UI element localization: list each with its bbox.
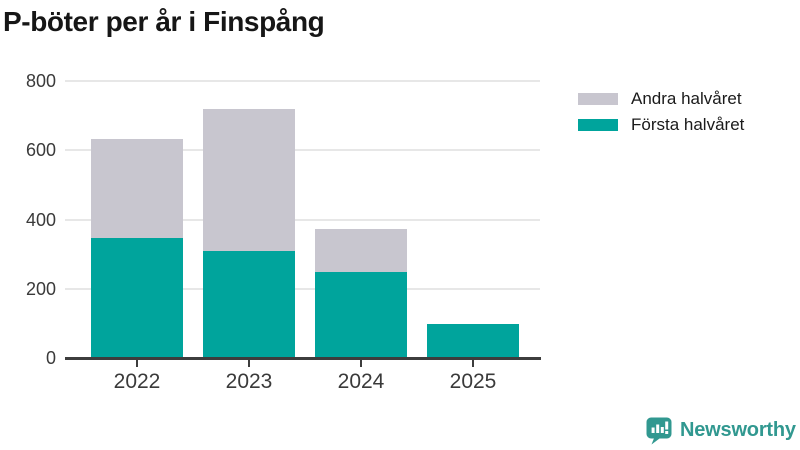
gridline <box>65 80 540 82</box>
x-axis-tick-label: 2023 <box>225 370 273 393</box>
newsworthy-logo: Newsworthy <box>645 416 796 445</box>
bar-segment <box>203 108 295 251</box>
newsworthy-logo-icon <box>646 417 672 445</box>
y-axis-tick-label: 0 <box>45 348 56 368</box>
bar-segment <box>203 250 295 357</box>
legend-item: Första halvåret <box>578 115 745 134</box>
legend: Andra halvåret Första halvåret <box>578 89 745 134</box>
legend-swatch <box>578 93 618 105</box>
bar-segment <box>427 324 519 357</box>
x-axis-line <box>65 357 541 360</box>
x-axis-tick-label: 2025 <box>449 370 497 393</box>
bar-segment <box>91 138 183 238</box>
legend-item: Andra halvåret <box>578 89 744 108</box>
bar-segment <box>91 237 183 357</box>
y-axis-tick-label: 800 <box>25 71 56 91</box>
y-axis: 0 200 400 600 800 <box>0 71 56 371</box>
x-axis-tick <box>248 360 250 367</box>
x-axis-tick <box>136 360 138 367</box>
gridline <box>65 287 540 290</box>
y-axis-tick-label: 200 <box>25 278 56 299</box>
plot-area: 2022 2023 2024 2025 <box>65 80 541 393</box>
legend-swatch <box>578 119 618 131</box>
bar-2022 <box>91 138 183 357</box>
bar-2023 <box>203 108 295 357</box>
bar-segment <box>315 228 407 273</box>
legend-label: Andra halvåret <box>631 89 742 108</box>
bar-2025 <box>427 324 519 357</box>
legend-label: Första halvåret <box>631 115 745 134</box>
gridline <box>65 218 540 221</box>
x-axis-tick-label: 2022 <box>113 370 161 393</box>
x-axis-tick <box>360 360 362 367</box>
gridline <box>65 149 540 152</box>
y-axis-tick-label: 400 <box>25 209 56 230</box>
bar-2024 <box>315 228 407 357</box>
x-axis-tick <box>472 360 474 367</box>
y-axis-tick-label: 600 <box>25 140 56 161</box>
x-axis-tick-label: 2024 <box>337 370 385 393</box>
bar-segment <box>315 272 407 357</box>
newsworthy-logo-text: Newsworthy <box>680 419 796 441</box>
chart-title: P-böter per år i Finspång <box>3 6 325 37</box>
